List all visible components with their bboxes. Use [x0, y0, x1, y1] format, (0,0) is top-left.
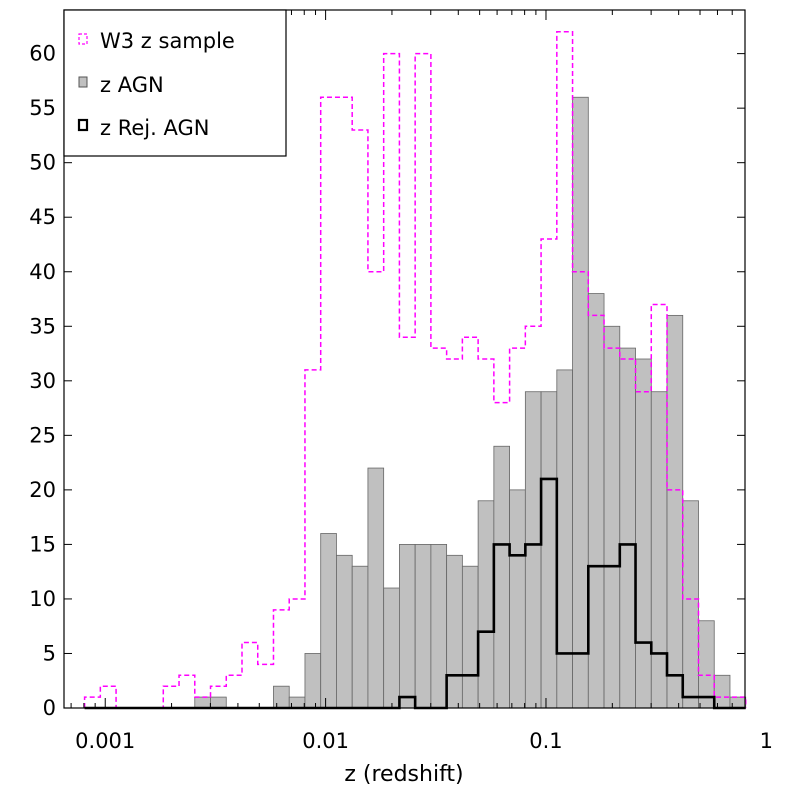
agn-bar [367, 467, 385, 709]
agn-bar [540, 391, 558, 709]
agn-bar [430, 544, 448, 709]
agn-bar [194, 696, 211, 709]
y-tick-label: 0 [43, 696, 56, 720]
legend-label-rej: z Rej. AGN [100, 116, 209, 140]
w3-sample-step-line [83, 31, 747, 709]
agn-bar [650, 391, 668, 709]
y-tick-label: 45 [29, 205, 56, 229]
agn-bar [383, 587, 400, 709]
agn-bar [210, 696, 227, 709]
agn-bar [619, 347, 636, 709]
legend: W3 z sample z AGN z Rej. AGN [63, 9, 287, 157]
agn-bar [682, 500, 699, 709]
legend-box [63, 9, 287, 157]
x-tick-label: 1 [760, 729, 773, 753]
agn-bar [273, 685, 290, 709]
y-tick-label: 30 [29, 369, 56, 393]
y-tick-label: 5 [43, 641, 56, 665]
agn-bar [446, 554, 463, 709]
agn-bar [666, 314, 684, 709]
agn-bar [493, 445, 510, 709]
agn-bar [304, 653, 322, 709]
agn-bar [509, 489, 526, 709]
agn-bar [713, 674, 731, 709]
legend-swatch-w3 [78, 33, 88, 45]
agn-bar [572, 96, 589, 709]
agn-bar [524, 391, 542, 709]
y-tick-label: 60 [29, 42, 56, 66]
x-tick-label: 0.01 [302, 729, 349, 753]
y-tick-label: 40 [29, 260, 56, 284]
legend-label-agn: z AGN [100, 73, 164, 97]
y-tick-label: 20 [29, 478, 56, 502]
y-tick-label: 55 [29, 96, 56, 120]
agn-bar [320, 533, 337, 709]
x-tick-label: 0.001 [75, 729, 135, 753]
y-tick-label: 25 [29, 423, 56, 447]
agn-bar [556, 369, 573, 709]
x-axis-title: z (redshift) [344, 762, 463, 787]
legend-label-w3: W3 z sample [100, 29, 235, 53]
y-tick-label: 15 [29, 532, 56, 556]
plot-frame [63, 9, 746, 709]
y-tick-label: 10 [29, 587, 56, 611]
axis-ticks: 0 5 10 15 20 25 30 35 40 45 50 55 60 0.001 0.01 0.1 1 [29, 10, 773, 753]
legend-swatch-agn [78, 76, 88, 88]
y-tick-label: 50 [29, 151, 56, 175]
agn-bar [603, 325, 621, 709]
agn-bar [414, 544, 432, 709]
agn-bar [587, 293, 605, 709]
agn-bar [399, 544, 416, 709]
agn-bars [194, 96, 747, 709]
agn-bar [635, 358, 652, 709]
x-tick-label: 0.1 [529, 729, 562, 753]
legend-swatch-rej [77, 118, 89, 132]
agn-bar [351, 565, 369, 709]
agn-bar [477, 500, 495, 709]
agn-bar [461, 565, 479, 709]
agn-bar [698, 620, 715, 709]
y-tick-label: 35 [29, 314, 56, 338]
agn-bar [336, 554, 353, 709]
